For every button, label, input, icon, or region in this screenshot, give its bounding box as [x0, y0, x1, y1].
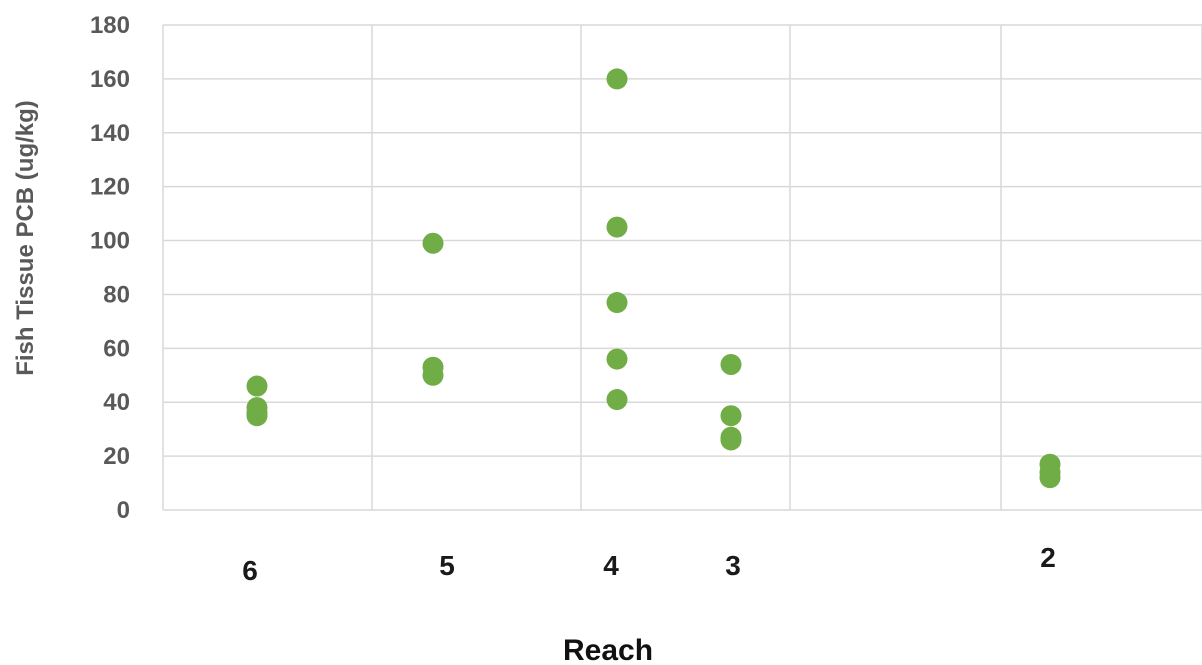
data-point — [246, 375, 268, 397]
data-point — [606, 216, 628, 238]
data-point — [422, 364, 444, 386]
data-point — [720, 354, 742, 375]
y-axis-label: Fish Tissue PCB (ug/kg) — [12, 100, 39, 376]
y-tick-label: 0 — [117, 497, 130, 524]
y-tick-label: 140 — [90, 120, 130, 147]
y-tick-label: 60 — [103, 335, 130, 362]
y-tick-label: 80 — [103, 281, 130, 308]
y-tick-label: 120 — [90, 174, 130, 201]
data-point — [720, 429, 742, 451]
data-point — [606, 68, 628, 90]
y-tick-label: 160 — [90, 66, 130, 93]
data-point — [606, 389, 628, 411]
x-axis-ticks: 6 5 4 3 2 — [242, 542, 1056, 586]
x-tick-label: 3 — [725, 550, 741, 581]
data-point — [1039, 467, 1061, 489]
x-tick-label: 6 — [242, 555, 258, 586]
data-point — [720, 405, 742, 427]
data-points — [246, 68, 1061, 489]
y-tick-label: 40 — [103, 389, 130, 416]
data-point — [246, 405, 268, 427]
data-point — [606, 292, 628, 314]
x-tick-label: 2 — [1040, 542, 1056, 573]
data-point — [606, 348, 628, 370]
x-axis-label: Reach — [563, 634, 653, 665]
data-point — [422, 232, 444, 254]
y-tick-label: 100 — [90, 228, 130, 255]
y-axis-ticks: 0 20 40 60 80 100 120 140 160 180 — [90, 12, 130, 524]
x-tick-label: 4 — [603, 550, 619, 581]
y-tick-label: 180 — [90, 12, 130, 39]
x-tick-label: 5 — [439, 550, 455, 581]
y-tick-label: 20 — [103, 443, 130, 470]
chart-gridlines — [162, 24, 1202, 511]
